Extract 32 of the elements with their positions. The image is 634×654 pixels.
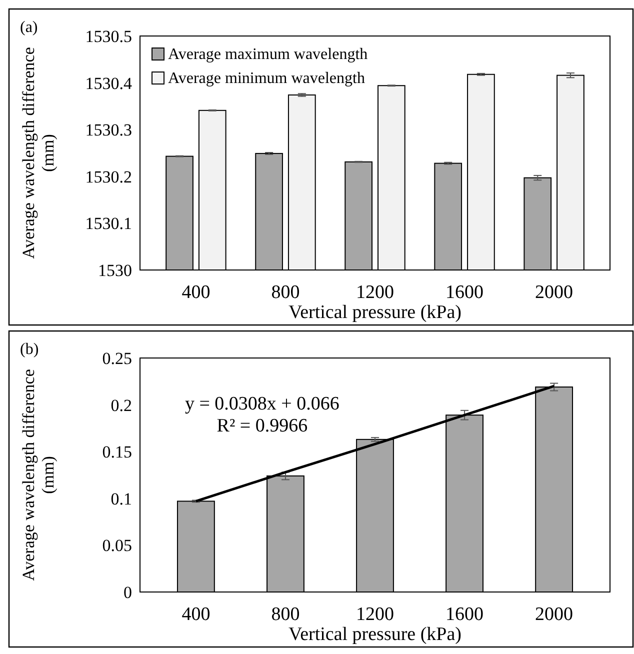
- y-tick-label: 0.05: [102, 536, 132, 556]
- x-tick-label: 1200: [356, 604, 394, 625]
- x-tick-label: 2000: [535, 604, 574, 625]
- y-tick-label: 0.2: [110, 396, 132, 415]
- y-tick-label: 1530.3: [85, 120, 132, 140]
- y-tick-label: 0: [124, 582, 132, 602]
- y-tick-label: 1530.4: [85, 74, 132, 93]
- annotation: y = 0.0308x + 0.066: [184, 393, 340, 414]
- chart-title: (b): [20, 341, 39, 358]
- x-tick-label: 1600: [446, 604, 484, 625]
- legend-label: Average maximum wavelength: [168, 46, 368, 63]
- y-tick-label: 1530.1: [85, 214, 132, 234]
- chart-title: (a): [20, 19, 38, 36]
- x-tick-label: 800: [271, 282, 300, 303]
- y-axis-title: Average wavelength difference (mm): [19, 369, 58, 581]
- y-tick-label: 0.1: [110, 489, 132, 508]
- x-tick-label: 2000: [535, 282, 574, 303]
- x-axis-title: Vertical pressure (kPa): [288, 624, 462, 645]
- legend-label: Average minimum wavelength: [168, 70, 365, 87]
- annotation: R² = 0.9966: [216, 415, 308, 436]
- x-tick-label: 1200: [356, 282, 394, 303]
- x-tick-label: 400: [182, 282, 210, 303]
- x-tick-label: 400: [182, 604, 210, 625]
- y-tick-label: 0.15: [102, 442, 132, 462]
- y-tick-label: 1530: [98, 260, 132, 280]
- x-axis-title: Vertical pressure (kPa): [288, 302, 462, 323]
- x-tick-label: 800: [271, 604, 300, 625]
- x-tick-label: 1600: [446, 282, 484, 303]
- y-tick-label: 1530.2: [85, 167, 132, 186]
- y-axis-title: Average wavelength difference (mm): [19, 47, 58, 259]
- y-tick-label: 1530.5: [85, 26, 132, 46]
- y-tick-label: 0.25: [102, 348, 132, 368]
